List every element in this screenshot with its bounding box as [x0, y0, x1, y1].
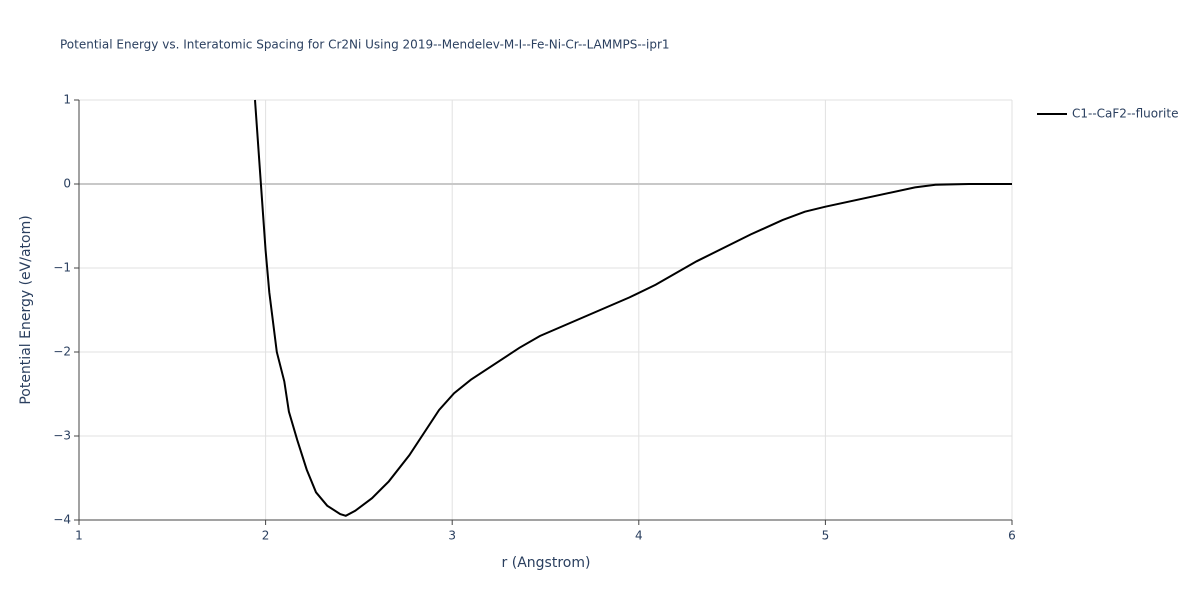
x-tick-label: 6 [1008, 529, 1016, 543]
y-tick-label: 1 [63, 93, 71, 107]
x-tick-label: 5 [822, 529, 830, 543]
x-tick-label: 2 [262, 529, 270, 543]
x-tick-label: 4 [635, 529, 643, 543]
legend-label: C1--CaF2--fluorite [1072, 107, 1178, 121]
line-series [254, 99, 1012, 517]
y-tick-label: −4 [53, 513, 71, 527]
y-tick-label: 0 [63, 177, 71, 191]
y-tick-label: −3 [53, 429, 71, 443]
y-tick-label: −2 [53, 345, 71, 359]
x-axis-title: r (Angstrom) [502, 555, 591, 571]
y-axis-title: Potential Energy (eV/atom) [18, 215, 34, 404]
y-tick-label: −1 [53, 261, 71, 275]
chart-title: Potential Energy vs. Interatomic Spacing… [60, 38, 670, 52]
x-tick-label: 1 [75, 529, 83, 543]
x-tick-label: 3 [448, 529, 456, 543]
